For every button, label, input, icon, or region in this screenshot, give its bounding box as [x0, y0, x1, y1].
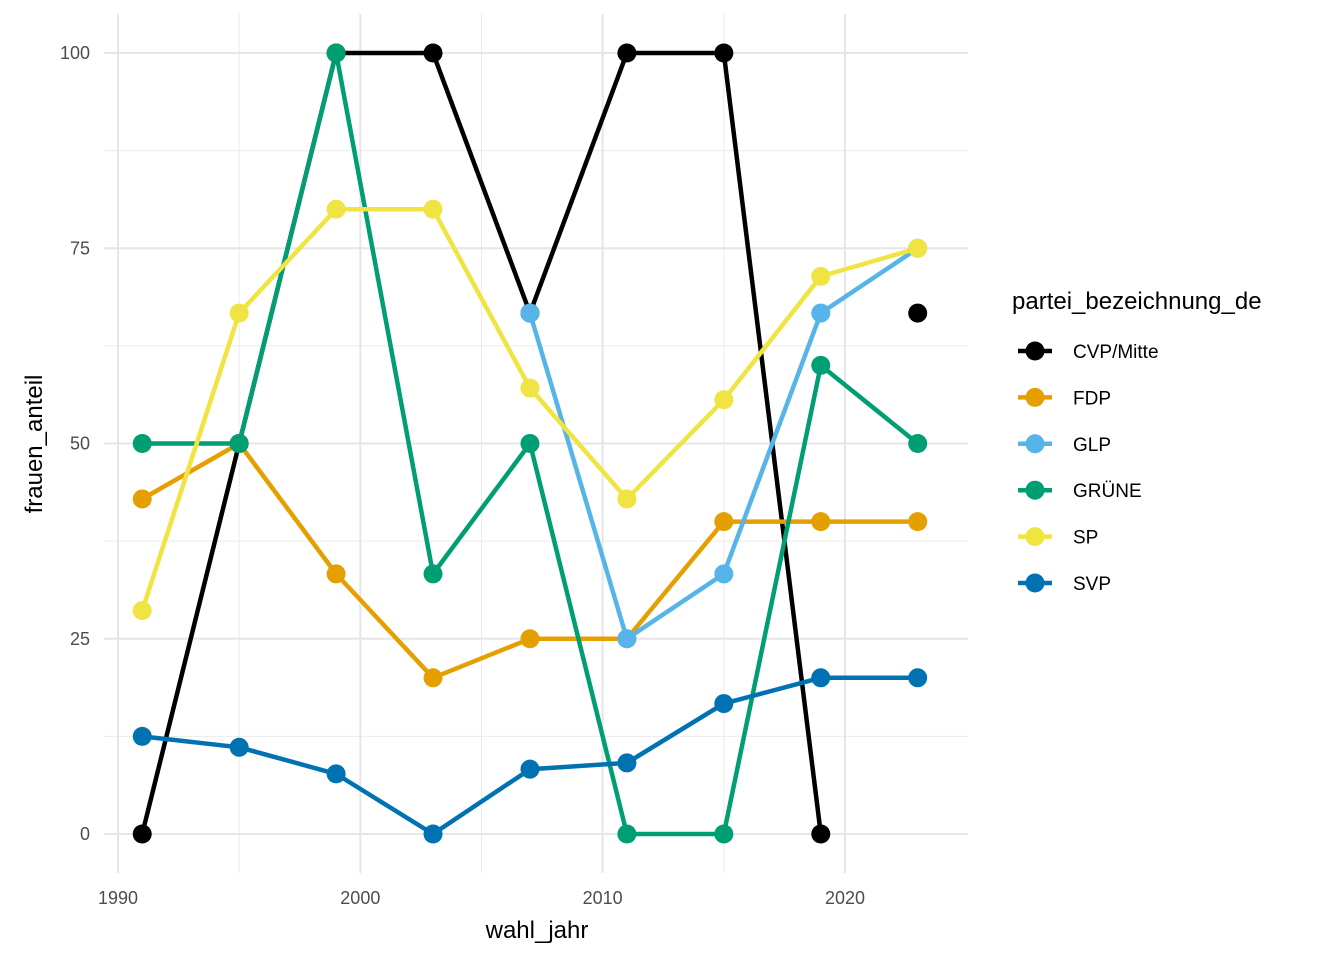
data-point: [423, 564, 443, 584]
data-point: [908, 434, 928, 453]
x-tick-label: 2020: [825, 888, 865, 908]
data-point: [229, 434, 249, 453]
data-point: [617, 629, 637, 649]
legend-key-point: [1025, 527, 1045, 547]
legend-label: GLP: [1073, 435, 1111, 456]
series-line: [141, 675, 918, 837]
data-point: [811, 266, 831, 286]
data-point: [908, 512, 928, 532]
data-point: [811, 355, 831, 375]
legend-title: partei_bezeichnung_de: [1012, 288, 1262, 315]
data-point: [617, 824, 637, 844]
data-point: [617, 489, 637, 509]
data-point: [811, 303, 831, 323]
data-point: [811, 668, 831, 688]
legend-key-point: [1025, 573, 1045, 593]
data-point: [423, 43, 443, 63]
legend-key-point: [1025, 341, 1045, 361]
data-point: [326, 564, 346, 584]
data-points: [132, 43, 928, 844]
legend-key-point: [1025, 480, 1045, 500]
data-point: [423, 199, 443, 219]
x-tick-label: 2000: [340, 888, 380, 908]
data-point: [714, 694, 734, 714]
x-tick-label: 1990: [98, 888, 138, 908]
y-tick-label: 50: [70, 434, 90, 454]
data-point: [132, 489, 152, 509]
grid-lines: [104, 14, 968, 873]
data-point: [326, 43, 346, 63]
data-point: [520, 434, 540, 453]
legend-label: CVP/Mitte: [1073, 342, 1159, 363]
legend-label: FDP: [1073, 388, 1111, 409]
y-tick-label: 75: [70, 238, 90, 258]
axis-ticks: 0 25 50 75 100 1990 2000 2010 2020: [60, 43, 865, 908]
data-point: [617, 43, 637, 63]
data-point: [520, 759, 540, 779]
data-point: [132, 434, 152, 453]
data-point: [714, 390, 734, 410]
data-point: [908, 668, 928, 688]
data-point: [714, 824, 734, 844]
data-point: [229, 737, 249, 757]
series-line: [140, 206, 919, 612]
legend-key-point: [1025, 434, 1045, 454]
data-point: [714, 43, 734, 63]
legend-label: SVP: [1073, 574, 1111, 595]
data-point: [908, 303, 928, 323]
data-point: [520, 378, 540, 398]
legend-label: SP: [1073, 528, 1098, 549]
data-point: [520, 303, 540, 323]
x-axis-title: wahl_jahr: [485, 917, 589, 944]
legend-label: GRÜNE: [1073, 481, 1142, 502]
y-tick-label: 25: [70, 629, 90, 649]
data-point: [229, 303, 249, 323]
y-tick-label: 100: [60, 43, 90, 63]
legend: partei_bezeichnung_de CVP/Mitte FDP GLP GRÜ…: [1012, 288, 1262, 595]
data-point: [520, 629, 540, 649]
data-point: [132, 824, 152, 844]
data-point: [714, 564, 734, 584]
data-point: [423, 668, 443, 688]
y-axis-title: frauen_anteil: [21, 375, 48, 514]
data-point: [423, 824, 443, 844]
legend-key-point: [1025, 387, 1045, 407]
data-point: [326, 764, 346, 784]
x-tick-label: 2010: [583, 888, 623, 908]
data-point: [714, 512, 734, 532]
data-point: [908, 238, 928, 258]
data-point: [132, 726, 152, 746]
y-tick-label: 0: [80, 824, 90, 844]
data-point: [617, 753, 637, 773]
data-point: [132, 601, 152, 621]
data-point: [811, 824, 831, 844]
data-point: [811, 512, 831, 532]
data-point: [326, 199, 346, 219]
